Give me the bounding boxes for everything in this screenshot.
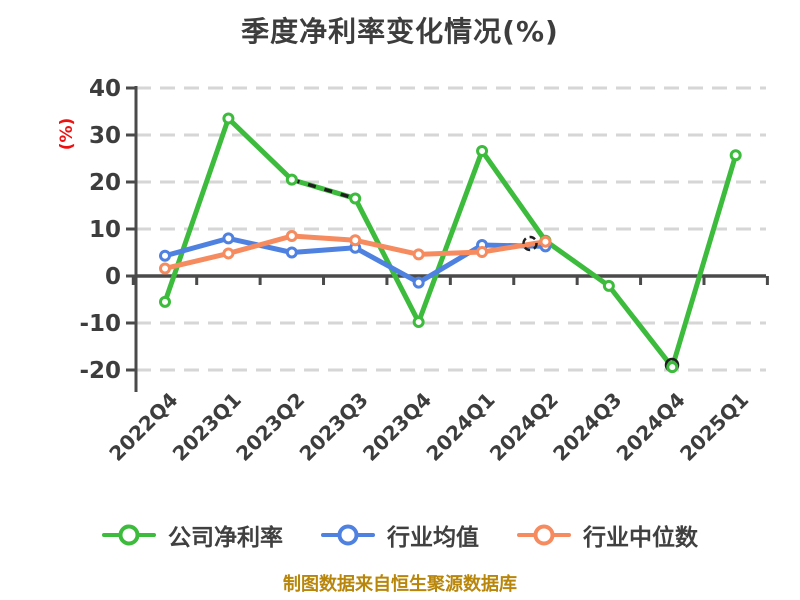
data-point-marker	[476, 144, 489, 157]
y-tick-label: 0	[105, 264, 121, 290]
data-point-marker	[539, 235, 552, 248]
data-point-marker	[159, 262, 171, 275]
x-category-label: 2023Q1	[168, 388, 246, 466]
data-point-marker	[285, 246, 298, 259]
y-axis-unit-label: (%)	[57, 118, 77, 151]
data-point-marker	[222, 112, 235, 125]
y-tick-label: -10	[79, 311, 121, 337]
data-point-marker	[602, 279, 615, 292]
y-tick-label: 30	[89, 123, 121, 149]
x-category-label: 2022Q4	[104, 388, 182, 466]
series-lines	[162, 116, 739, 370]
data-point-marker	[159, 295, 171, 308]
legend-item-industry-median: 行业中位数	[517, 518, 698, 552]
data-point-markers	[159, 112, 742, 374]
data-source-note: 制图数据来自恒生聚源数据库	[283, 574, 517, 595]
x-category-label: 2024Q2	[485, 388, 563, 466]
data-point-marker	[222, 232, 235, 245]
data-point-marker	[349, 234, 362, 247]
data-point-marker	[412, 316, 425, 329]
dashed-overlay-segment	[291, 177, 356, 201]
x-category-label: 2024Q3	[548, 388, 626, 466]
y-tick-label: 20	[89, 170, 121, 196]
x-category-label: 2023Q3	[295, 388, 373, 466]
x-category-label: 2023Q4	[358, 388, 436, 466]
data-point-marker	[159, 249, 171, 262]
legend: 公司净利率 行业均值 行业中位数	[0, 518, 800, 552]
legend-label: 行业均值	[387, 525, 479, 551]
y-tick-label: 10	[89, 217, 121, 243]
legend-item-company-net-margin: 公司净利率	[102, 518, 283, 552]
x-category-label: 2025Q1	[675, 388, 753, 466]
data-point-marker	[666, 361, 679, 374]
data-point-marker	[285, 173, 298, 186]
data-point-marker	[285, 230, 298, 243]
y-tick-label: -20	[79, 358, 121, 384]
legend-line-circle-marker-orange	[517, 523, 571, 547]
series-line	[162, 116, 739, 370]
x-category-label: 2023Q2	[231, 388, 309, 466]
data-point-marker	[222, 247, 235, 260]
legend-line-circle-marker-blue	[321, 523, 375, 547]
legend-label: 行业中位数	[583, 525, 698, 551]
data-point-marker	[412, 248, 425, 261]
x-category-label: 2024Q1	[421, 388, 499, 466]
data-point-marker	[476, 246, 489, 259]
y-tick-label: 40	[89, 76, 121, 102]
data-point-marker	[729, 149, 742, 162]
legend-line-circle-marker-green	[102, 523, 156, 547]
legend-label: 公司净利率	[168, 525, 283, 551]
data-point-marker	[412, 276, 425, 289]
dark-arc-artifact	[522, 235, 538, 252]
data-point-marker	[349, 192, 362, 205]
legend-item-industry-average: 行业均值	[321, 518, 479, 552]
chart-title: 季度净利率变化情况(%)	[241, 15, 559, 48]
x-category-label: 2024Q4	[612, 388, 690, 466]
